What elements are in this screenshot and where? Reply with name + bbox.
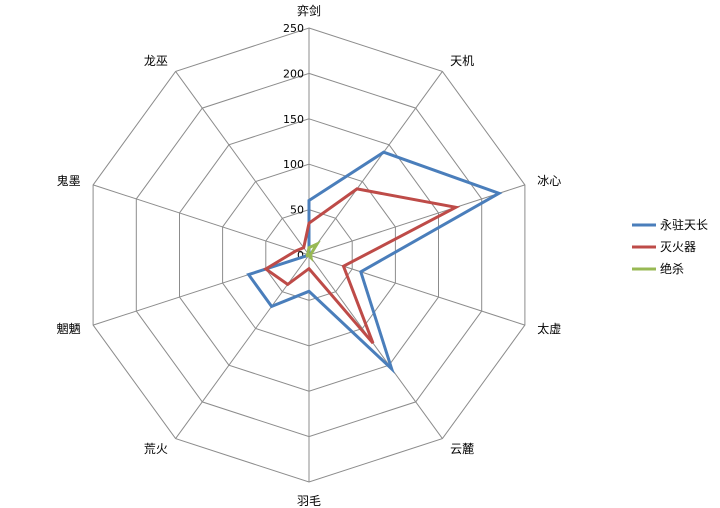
category-label-2: 冰心 (537, 174, 561, 188)
spoke-1 (308, 71, 443, 256)
series-line-0 (246, 150, 503, 374)
legend-label-0: 永驻天长 (660, 217, 708, 232)
category-label-7: 魍魉 (57, 321, 81, 336)
tick-label-50: 50 (290, 204, 304, 217)
series-line-1 (263, 187, 461, 345)
tick-label-250: 250 (283, 22, 304, 35)
spoke-3 (308, 254, 526, 326)
radial-tick-labels: 0 50 100 150 200 250 (283, 22, 304, 262)
spoke-8 (92, 184, 310, 256)
category-label-0: 弈剑 (297, 3, 321, 18)
series-lines (246, 150, 503, 374)
spoke-2 (308, 184, 526, 256)
legend-label-1: 灭火器 (660, 240, 696, 254)
legend-label-2: 绝杀 (660, 261, 684, 276)
category-label-1: 天机 (450, 54, 474, 68)
spoke-4 (308, 254, 443, 439)
series-line-2 (305, 240, 321, 263)
tick-label-150: 150 (283, 113, 304, 126)
tick-label-200: 200 (283, 67, 304, 80)
category-label-9: 龙巫 (144, 54, 168, 68)
category-label-8: 鬼墨 (57, 173, 81, 188)
tick-label-0: 0 (297, 249, 304, 262)
category-label-4: 云麓 (450, 442, 474, 456)
category-label-6: 荒火 (144, 442, 168, 456)
category-label-3: 太虚 (537, 321, 561, 336)
tick-label-100: 100 (283, 158, 304, 171)
spoke-9 (175, 71, 310, 256)
spoke-6 (175, 254, 310, 439)
category-label-5: 羽毛 (297, 494, 321, 508)
